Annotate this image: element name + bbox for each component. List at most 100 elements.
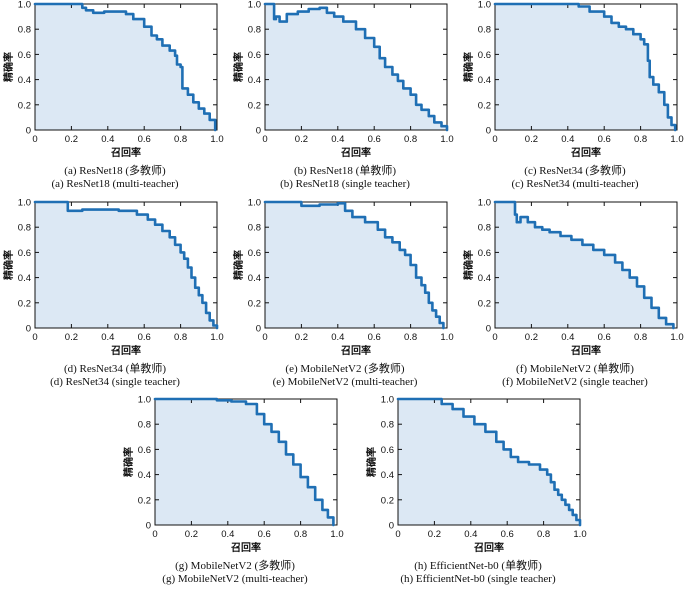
y-tick-label: 0.2 bbox=[18, 100, 31, 111]
x-tick-label: 0.4 bbox=[331, 332, 344, 343]
pr-chart-g: 00 0.2 0.2 0.4 0.4 0.6 0.6 0.8 0.8 1.0 1.0 召回率 精确率 bbox=[122, 395, 344, 555]
pr-chart-e: 00 0.2 0.2 0.4 0.4 0.6 0.6 0.8 0.8 1.0 1.0 召回率 精确率 bbox=[232, 198, 454, 358]
pr-area bbox=[265, 202, 444, 328]
y-tick-label: 0.4 bbox=[18, 75, 31, 86]
pr-chart-a: 00 0.2 0.2 0.4 0.4 0.6 0.6 0.8 0.8 1.0 1.0 召回率 精确率 bbox=[2, 0, 224, 159]
y-axis-label: 精确率 bbox=[122, 447, 135, 477]
x-tick-label: 0 bbox=[492, 134, 497, 145]
x-axis-label: 召回率 bbox=[474, 541, 504, 554]
pr-curve bbox=[493, 2, 677, 132]
x-tick-label: 0.2 bbox=[295, 332, 308, 343]
x-tick-label: 1.0 bbox=[670, 332, 683, 343]
x-tick-label: 0.8 bbox=[174, 134, 187, 145]
y-tick-label: 0.8 bbox=[248, 223, 261, 234]
caption-cn-a: (a) ResNet18 (多教师) bbox=[64, 165, 166, 177]
x-tick-label: 0.8 bbox=[537, 529, 550, 540]
caption-cn-f: (f) MobileNetV2 (单教师) bbox=[516, 363, 634, 375]
x-tick-label: 1.0 bbox=[210, 332, 223, 343]
x-tick-label: 0.2 bbox=[295, 134, 308, 145]
y-tick-label: 0.8 bbox=[478, 25, 491, 36]
y-axis-label: 精确率 bbox=[232, 52, 245, 82]
x-tick-label: 0 bbox=[32, 134, 37, 145]
caption-cn-e: (e) MobileNetV2 (多教师) bbox=[285, 363, 405, 375]
x-tick-label: 0 bbox=[32, 332, 37, 343]
pr-curve bbox=[396, 397, 582, 527]
y-tick-label: 1.0 bbox=[381, 395, 394, 406]
y-tick-label: 0.4 bbox=[248, 273, 261, 284]
x-tick-label: 0 bbox=[395, 529, 400, 540]
caption-cn-h: (h) EfficientNet-b0 (单教师) bbox=[414, 560, 542, 572]
x-tick-label: 0.2 bbox=[65, 134, 78, 145]
x-tick-label: 0.6 bbox=[368, 134, 381, 145]
x-tick-label: 0 bbox=[262, 332, 267, 343]
y-tick-label: 0.8 bbox=[18, 223, 31, 234]
pr-chart-c: 00 0.2 0.2 0.4 0.4 0.6 0.6 0.8 0.8 1.0 1.0 召回率 精确率 bbox=[462, 0, 684, 159]
x-axis-label: 召回率 bbox=[571, 146, 601, 159]
y-tick-label: 0.6 bbox=[248, 248, 261, 259]
y-tick-label: 0.2 bbox=[138, 495, 151, 506]
pr-area bbox=[495, 202, 674, 328]
x-tick-label: 0.4 bbox=[561, 332, 574, 343]
y-tick-label: 0.4 bbox=[381, 470, 394, 481]
x-axis-label: 召回率 bbox=[111, 146, 141, 159]
x-tick-label: 0.6 bbox=[598, 134, 611, 145]
x-axis-label: 召回率 bbox=[571, 344, 601, 357]
x-tick-label: 0 bbox=[262, 134, 267, 145]
x-tick-label: 0.8 bbox=[404, 134, 417, 145]
x-tick-label: 1.0 bbox=[210, 134, 223, 145]
y-tick-label: 0 bbox=[486, 324, 491, 335]
y-axis-label: 精确率 bbox=[2, 250, 15, 280]
x-tick-label: 0.2 bbox=[185, 529, 198, 540]
caption-en-h: (h) EfficientNet-b0 (single teacher) bbox=[400, 573, 556, 585]
x-tick-label: 1.0 bbox=[440, 332, 453, 343]
x-tick-label: 0.2 bbox=[65, 332, 78, 343]
y-tick-label: 0.2 bbox=[478, 100, 491, 111]
caption-cn-b: (b) ResNet18 (单教师) bbox=[293, 165, 397, 177]
caption-en-e: (e) MobileNetV2 (multi-teacher) bbox=[272, 376, 418, 388]
caption-en-b: (b) ResNet18 (single teacher) bbox=[280, 178, 410, 190]
pr-area bbox=[265, 4, 447, 130]
y-tick-label: 1.0 bbox=[478, 198, 491, 209]
y-axis-label: 精确率 bbox=[462, 250, 475, 280]
y-tick-label: 0.4 bbox=[478, 75, 491, 86]
x-tick-label: 0.4 bbox=[101, 134, 114, 145]
plot-frame bbox=[494, 3, 678, 131]
y-tick-label: 0.8 bbox=[478, 223, 491, 234]
y-tick-label: 0 bbox=[389, 521, 394, 532]
y-tick-label: 1.0 bbox=[248, 0, 261, 11]
x-axis-label: 召回率 bbox=[231, 541, 261, 554]
x-tick-label: 0.6 bbox=[258, 529, 271, 540]
x-tick-label: 0.4 bbox=[464, 529, 477, 540]
y-tick-label: 1.0 bbox=[138, 395, 151, 406]
y-tick-label: 0.4 bbox=[248, 75, 261, 86]
chart-panel-e: 0 0 0.2 0.2 0.4 0.4 0.6 0.6 0.8 0.8 1.0 1.0 召回率 精确率 (… bbox=[230, 198, 460, 393]
y-tick-label: 0 bbox=[26, 126, 31, 137]
caption-en-f: (f) MobileNetV2 (single teacher) bbox=[502, 376, 648, 388]
pr-chart-h: 00 0.2 0.2 0.4 0.4 0.6 0.6 0.8 0.8 1.0 1.0 召回率 精确率 bbox=[365, 395, 587, 555]
y-axis-label: 精确率 bbox=[365, 447, 378, 477]
x-tick-label: 1.0 bbox=[670, 134, 683, 145]
x-tick-label: 1.0 bbox=[573, 529, 586, 540]
chart-panel-f: 0 0 0.2 0.2 0.4 0.4 0.6 0.6 0.8 0.8 1.0 1.0 召回率 精确率 (… bbox=[460, 198, 690, 393]
x-tick-label: 1.0 bbox=[440, 134, 453, 145]
y-tick-label: 0.2 bbox=[248, 100, 261, 111]
pr-curve bbox=[33, 2, 217, 132]
caption-cn-c: (c) ResNet34 (多教师) bbox=[524, 165, 626, 177]
x-tick-label: 0.4 bbox=[101, 332, 114, 343]
plot-frame bbox=[264, 3, 448, 131]
y-tick-label: 1.0 bbox=[18, 198, 31, 209]
y-tick-label: 0.6 bbox=[248, 50, 261, 61]
y-tick-label: 0.4 bbox=[138, 470, 151, 481]
x-tick-label: 0 bbox=[152, 529, 157, 540]
chart-panel-h: 0 0 0.2 0.2 0.4 0.4 0.6 0.6 0.8 0.8 1.0 1.0 召回率 精确率 (… bbox=[363, 395, 593, 590]
pr-curve bbox=[33, 200, 219, 330]
x-tick-label: 1.0 bbox=[330, 529, 343, 540]
pr-curve bbox=[263, 2, 449, 132]
pr-area bbox=[35, 4, 216, 130]
pr-chart-d: 00 0.2 0.2 0.4 0.4 0.6 0.6 0.8 0.8 1.0 1.0 召回率 精确率 bbox=[2, 198, 224, 358]
plot-frame bbox=[154, 398, 338, 526]
y-tick-label: 0.2 bbox=[18, 298, 31, 309]
caption-en-g: (g) MobileNetV2 (multi-teacher) bbox=[162, 573, 308, 585]
y-tick-label: 1.0 bbox=[18, 0, 31, 11]
